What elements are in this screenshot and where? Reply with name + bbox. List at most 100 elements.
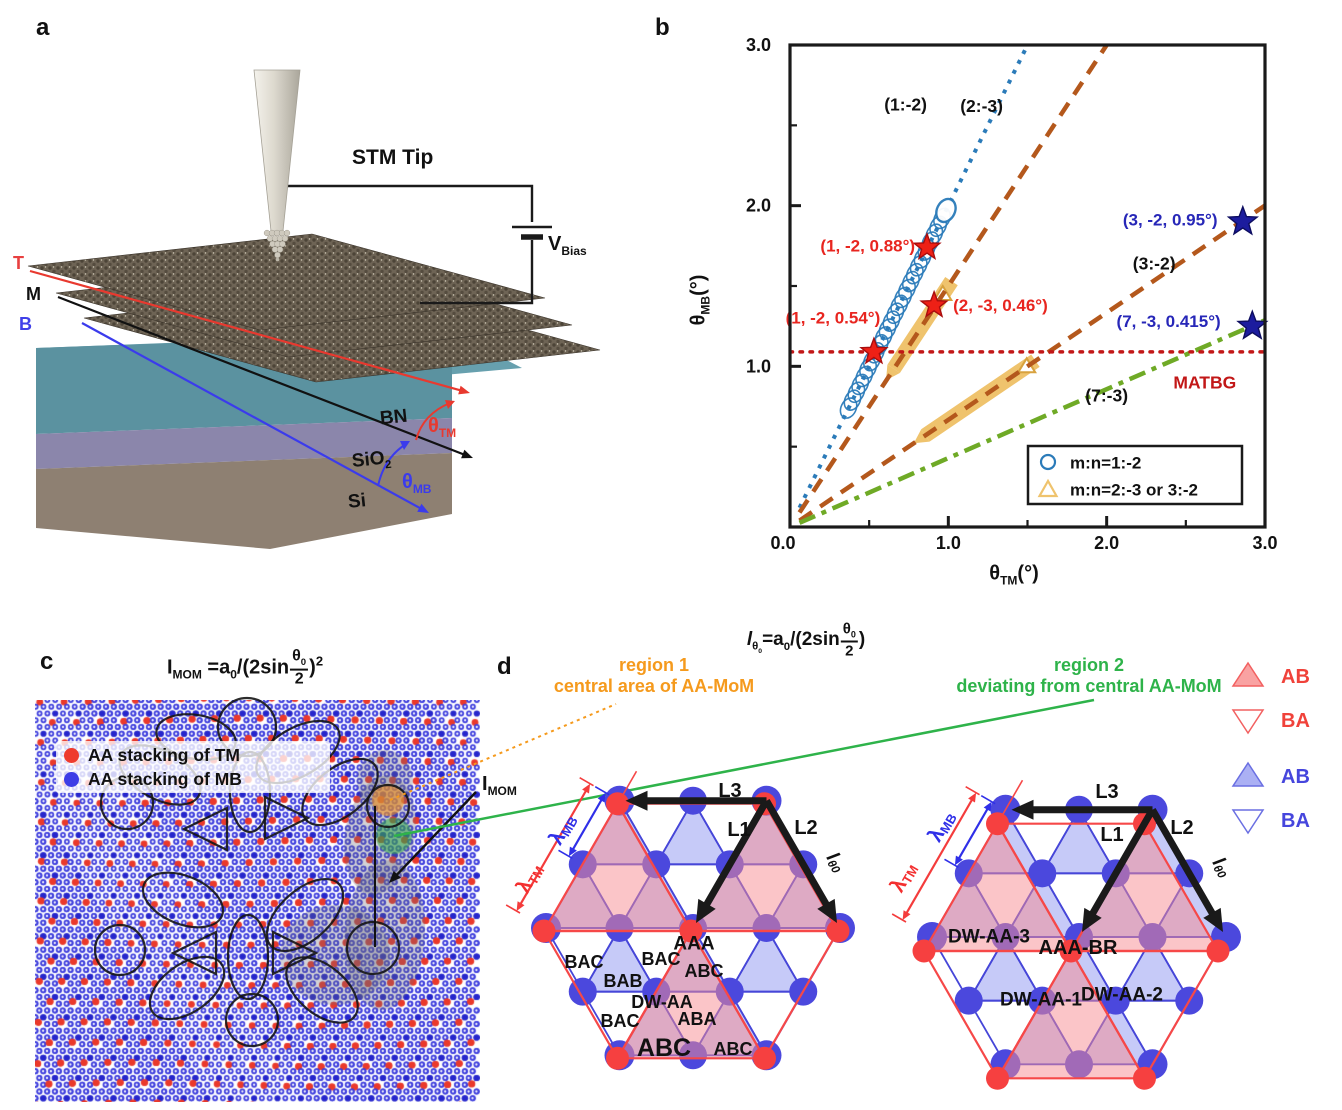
- domain-outline-circle: [93, 923, 147, 977]
- ltheta0-label: lθ0: [822, 849, 850, 876]
- panel-d-region-lines: [389, 698, 1095, 838]
- data-ellipse-marker: [851, 373, 870, 396]
- data-ellipse-marker: [901, 270, 920, 293]
- region2-title: region 2: [1053, 655, 1125, 675]
- panel-a-art: [27, 69, 601, 549]
- x-tick-label: 1.0: [936, 533, 961, 553]
- lambda-tm-arrow-head: [968, 792, 977, 803]
- b-xaxis-label: θTM(°): [989, 562, 1039, 588]
- lambda-tm-arrow-head: [902, 910, 911, 920]
- tri-legend-red-ab: [1231, 661, 1265, 687]
- graphene-sheet-t: [27, 233, 546, 331]
- ltheta0-label: lθ0: [1208, 854, 1236, 881]
- stacking-label-dw-aa: DW-AA: [631, 992, 693, 1012]
- L1-vector: [1086, 807, 1156, 921]
- lambda-mb-arrow: [570, 796, 604, 853]
- line-label-(7:-3): (7:-3): [1085, 385, 1128, 405]
- layer-m-label: M: [26, 284, 41, 304]
- tri-legend-red-ba: [1231, 709, 1265, 735]
- line-label-(3:-2): (3:-2): [1133, 254, 1176, 274]
- b-yaxis-label: θMB(°): [687, 274, 713, 326]
- L3-vector-head: [1011, 799, 1034, 820]
- legend-mb-label: AA stacking of MB: [88, 768, 242, 789]
- tm-ab-triangle: [691, 803, 838, 931]
- domain-outline-ellipse: [285, 956, 359, 1024]
- star-label: (2, -3, 0.46°): [953, 296, 1048, 315]
- lambda-mb-arrow-head: [568, 846, 577, 857]
- lambda-mb-arrow-head: [954, 855, 963, 866]
- panel-d-label: d: [497, 653, 512, 680]
- lambda-tm-arrow: [904, 796, 975, 916]
- domain-outline-circle: [345, 920, 401, 976]
- star-marker: [919, 289, 949, 318]
- star-marker: [859, 336, 889, 365]
- tm-aa-site: [1059, 939, 1083, 963]
- star-marker: [1236, 309, 1269, 340]
- tm-aa-site: [986, 1066, 1009, 1090]
- tm-aa-site: [679, 919, 703, 943]
- domain-outline-circle: [224, 992, 280, 1048]
- lambda-tm-arrow-head: [582, 783, 591, 794]
- layer-t-label: T: [13, 253, 24, 273]
- data-ellipse-marker: [905, 262, 924, 285]
- tm-red-dot-swatch: [64, 747, 79, 763]
- circuit-wire-bottom: [420, 240, 534, 305]
- L1-vector: [700, 798, 770, 912]
- legend-tm-label: AA stacking of TM: [88, 744, 240, 765]
- star-label: (1, -2, 0.54°): [786, 309, 881, 328]
- domain-outline-triangle: [263, 795, 311, 841]
- star-marker: [1226, 204, 1259, 236]
- ratio-line-(2:-3): [797, 46, 1109, 514]
- lambda-tm-arrow-head: [516, 901, 525, 911]
- theta-mb-label: θMB: [402, 471, 432, 496]
- lambda-mb-arrow-head: [597, 792, 606, 803]
- tip-atom: [274, 251, 281, 259]
- imom-pointer-label: IMOM: [482, 773, 517, 798]
- L1-vector-head: [1082, 907, 1102, 932]
- stacking-label-aaa: AAA: [673, 934, 714, 955]
- theta-tm-arc: [415, 402, 451, 441]
- stacking-label-abc: ABC: [685, 961, 724, 981]
- tm-lattice-line: [689, 929, 840, 1061]
- tm-aa-site: [606, 1046, 629, 1070]
- panel-a-label: a: [36, 14, 50, 41]
- region1-pointer-line: [389, 703, 617, 801]
- domain-outline-triangle: [170, 930, 218, 976]
- lambda-mb-tick: [980, 795, 996, 805]
- lambda-tm-tick: [891, 913, 907, 923]
- panel-c-label: c: [40, 648, 54, 675]
- si-layer-face: [36, 453, 452, 549]
- stm-tip-label: STM Tip: [352, 146, 434, 169]
- lambda-mb-tick: [944, 858, 959, 869]
- lambda-mb-tick: [594, 786, 610, 796]
- data-ellipse-marker: [882, 310, 901, 332]
- legend-row-tm: AA stacking of TM: [64, 745, 330, 766]
- stacking-label-dw-aa-2: DW-AA-2: [1081, 985, 1163, 1006]
- lambda-mb-tick: [558, 849, 573, 860]
- tm-ab-triangle: [617, 931, 765, 1059]
- region2-pointer-line: [393, 698, 1095, 838]
- l3-label: L3: [1095, 781, 1118, 803]
- line-label-(2:-3): (2:-3): [960, 96, 1003, 116]
- x-tick-label: 3.0: [1252, 533, 1277, 553]
- tri-legend-label-blue-ab: AB: [1281, 766, 1310, 788]
- panel-b-art: (1:-2) (2:-3) (3:-2) (7:-3) MATBG (1, -2, 0.5…: [746, 35, 1278, 553]
- x-tick-label: 0.0: [770, 533, 795, 553]
- tm-aa-site: [912, 939, 936, 963]
- tri-legend-label-blue-ba: BA: [1281, 810, 1310, 832]
- tm-lattice-line: [1069, 949, 1220, 1081]
- x-tick-label: 2.0: [1094, 533, 1119, 553]
- data-ellipse-marker: [890, 294, 909, 317]
- l2-label: L2: [1170, 817, 1193, 839]
- highlight-band-tail: [913, 429, 930, 444]
- tri-legend-label-red-ab: AB: [1281, 666, 1310, 688]
- tri-legend-blue-ab: [1231, 761, 1265, 787]
- l2-label: L2: [794, 817, 817, 839]
- domain-outline-triangle: [181, 806, 229, 852]
- lambda-tm-label: λTM: [885, 858, 921, 896]
- b-legend-label-1: m:n=1:-2: [1070, 454, 1141, 473]
- tm-aa-site: [1133, 1066, 1156, 1090]
- stacking-label-bac: BAC: [642, 949, 681, 969]
